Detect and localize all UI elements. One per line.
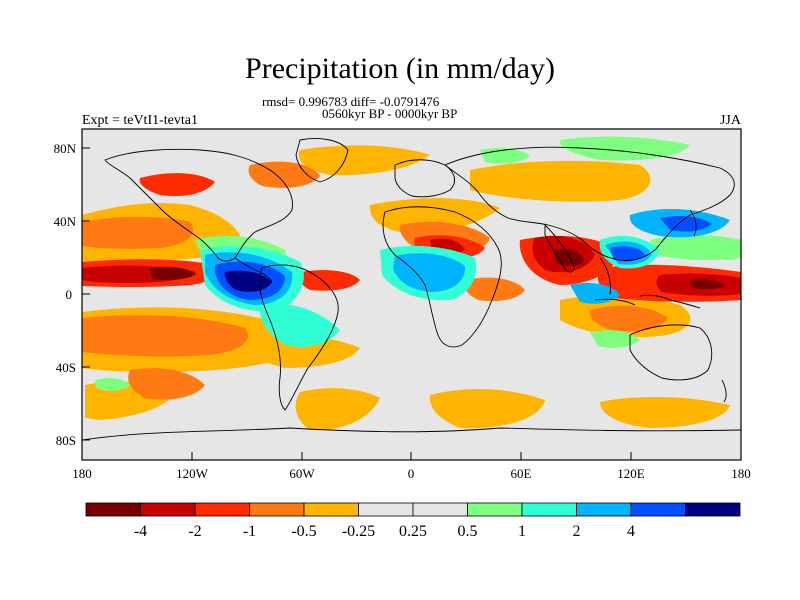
coastlines: [82, 138, 741, 441]
colorbar-swatch: [85, 502, 141, 517]
colorbar-swatch: [630, 502, 686, 517]
y-tick-label: 40N: [54, 214, 77, 229]
y-axis: [82, 147, 90, 441]
period-subtitle: 0560kyr BP - 0000kyr BP: [322, 106, 458, 121]
colorbar-label: 4: [627, 523, 635, 540]
x-axis: [81, 452, 742, 460]
colorbar-swatch: [576, 502, 632, 517]
colorbar-swatch: [685, 502, 741, 517]
colorbar-label: 2: [573, 523, 581, 540]
colorbar-swatch: [467, 502, 523, 517]
x-tick-label: 60W: [289, 466, 315, 481]
y-tick-label: 40S: [56, 360, 76, 375]
colorbar-label: -1: [243, 523, 256, 540]
x-tick-label: 60E: [511, 466, 532, 481]
x-tick-label: 120E: [617, 466, 645, 481]
y-tick-label: 80S: [56, 433, 76, 448]
stats-label: rmsd= 0.996783 diff= -0.0791476: [262, 94, 440, 109]
colorbar-swatch: [412, 502, 468, 517]
colorbar-swatch: [194, 502, 250, 517]
precip-anomaly-field: [82, 136, 741, 431]
x-tick-label: 120W: [176, 466, 209, 481]
colorbar-label: -2: [188, 523, 201, 540]
colorbar-label: 1: [518, 523, 526, 540]
colorbar-label: -0.25: [342, 523, 375, 540]
colorbar-label: 0.25: [399, 523, 427, 540]
colorbar-swatch: [521, 502, 577, 517]
colorbar-label: 0.5: [458, 523, 478, 540]
season-label: JJA: [719, 113, 741, 128]
colorbar-labels: -4 -2 -1 -0.5 -0.25 0.25 0.5 1 2 4: [134, 523, 635, 540]
y-tick-label: 80N: [54, 141, 77, 156]
y-tick-label: 0: [66, 287, 73, 302]
x-tick-label: 180: [72, 466, 92, 481]
map-title: Precipitation (in mm/day): [245, 52, 555, 85]
x-tick-label: 0: [408, 466, 415, 481]
colorbar-swatch: [249, 502, 305, 517]
colorbar-swatch: [140, 502, 196, 517]
colorbar-swatch: [303, 502, 359, 517]
colorbar: [85, 502, 741, 517]
colorbar-label: -4: [134, 523, 147, 540]
colorbar-swatch: [358, 502, 414, 517]
experiment-label: Expt = teVtI1-tevta1: [82, 113, 198, 128]
x-tick-label: 180: [731, 466, 751, 481]
colorbar-label: -0.5: [291, 523, 316, 540]
